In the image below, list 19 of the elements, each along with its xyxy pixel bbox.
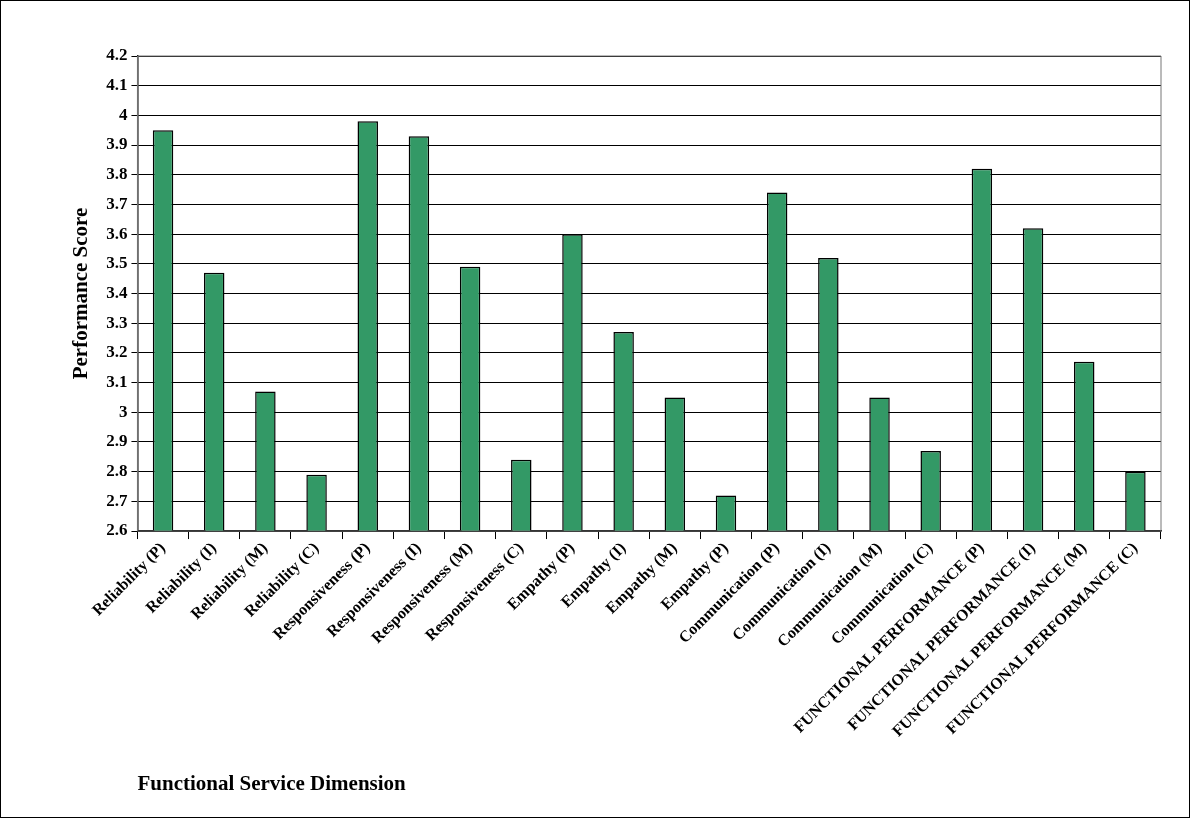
y-tick-label: 3 [118, 401, 128, 421]
y-tick-label: 2.7 [106, 490, 128, 510]
y-tick-label: 3.7 [106, 193, 128, 213]
y-tick-label: 2.9 [106, 431, 128, 451]
y-tick-label: 3.3 [106, 312, 128, 332]
y-tick-label: 3.6 [106, 223, 128, 243]
x-axis-title: Functional Service Dimension [137, 770, 407, 795]
y-tick-label: 2.6 [106, 520, 128, 540]
y-tick-label: 3.2 [106, 342, 128, 362]
y-tick-label: 2.8 [106, 461, 128, 481]
y-tick-label: 4.1 [106, 75, 128, 95]
y-tick-label: 3.9 [106, 134, 128, 154]
y-tick-label: 3.4 [106, 282, 128, 302]
y-tick-label: 4 [118, 104, 128, 124]
y-tick-label: 3.8 [106, 164, 128, 184]
y-tick-label: 3.1 [106, 371, 128, 391]
y-tick-label: 4.2 [106, 45, 128, 65]
y-axis-title: Performance Score [68, 207, 93, 380]
y-tick-label: 3.5 [106, 253, 128, 273]
